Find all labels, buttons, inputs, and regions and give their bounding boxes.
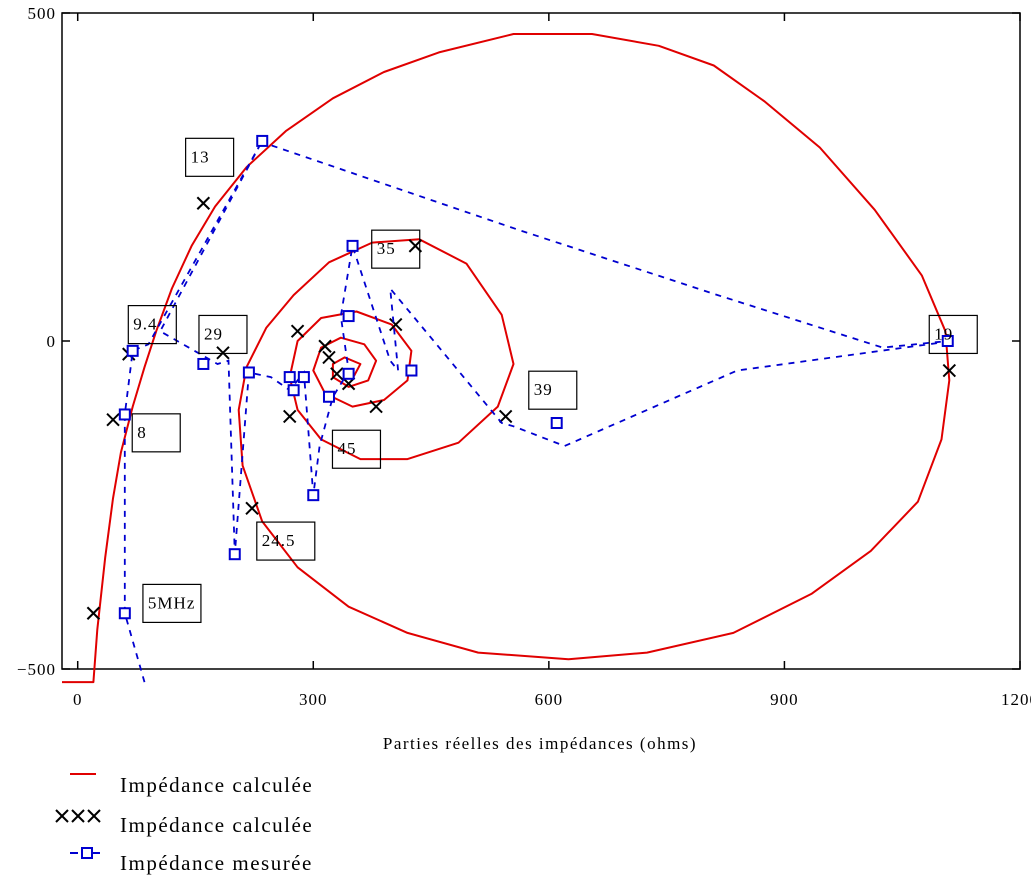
annotation-box (331, 429, 382, 469)
annotation-box (256, 521, 316, 561)
frequency-annotation: 35 (371, 229, 421, 269)
cross-stroke (245, 501, 259, 515)
legend-cross-stroke (71, 809, 85, 823)
cross-stroke (389, 317, 403, 332)
meas-impedance-marker (297, 371, 310, 384)
cross-stroke (318, 339, 332, 353)
frequency-annotation: 19 (928, 314, 978, 355)
cross-stroke (322, 350, 336, 365)
y-tick-label: 0 (47, 332, 57, 351)
meas-impedance-marker (228, 548, 241, 561)
legend: Impédance calculée Impédance calculée Im… (55, 773, 313, 875)
annotation-label: 29 (204, 324, 223, 343)
meas-impedance-marker (118, 607, 131, 620)
frequency-annotation: 13 (185, 137, 235, 177)
legend-meas-label: Impédance mesurée (120, 851, 313, 875)
y-tick-label: −500 (17, 660, 56, 679)
annotation-box (131, 413, 181, 453)
y-tick-label: 500 (28, 4, 57, 23)
x-axis-label: Parties réelles des impédances (ohms) (383, 734, 697, 753)
annotation-label: 5MHz (148, 593, 195, 612)
cross-stroke (216, 346, 230, 360)
x-tick-label: 900 (770, 690, 799, 709)
meas-impedance-marker (118, 408, 131, 421)
meas-impedance-marker (283, 371, 296, 384)
calc-impedance-cross (498, 409, 513, 424)
calc-impedance-cross (245, 501, 259, 515)
annotation-box (528, 370, 578, 410)
cross-stroke (86, 606, 101, 620)
cross-stroke (106, 413, 120, 427)
meas-impedance-marker (242, 366, 255, 379)
legend-cross-swatch (55, 809, 101, 823)
calc-impedance-cross (389, 317, 403, 332)
cross-stroke (283, 409, 297, 424)
meas-impedance-marker (197, 357, 210, 370)
calc-impedance-cross (216, 346, 230, 360)
calc-impedance-cross (196, 196, 211, 210)
annotation-box (198, 314, 248, 355)
annotation-box (185, 137, 235, 177)
legend-meas-swatch (70, 847, 100, 859)
meas-impedance-marker (256, 134, 269, 147)
calc-impedance-cross (322, 350, 336, 365)
x-tick-label: 600 (535, 690, 564, 709)
meas-impedance-marker (307, 489, 320, 502)
meas-impedance-marker (941, 335, 954, 347)
frequency-annotation: 9.4 (127, 305, 177, 345)
calc-impedance-cross (106, 413, 120, 427)
calc-impedance-cross (369, 399, 383, 414)
calc-impedance-cross (290, 324, 305, 338)
meas-impedance-marker (322, 390, 335, 403)
x-tick-label: 300 (299, 690, 328, 709)
meas-impedance-marker (126, 344, 139, 357)
frequency-annotation: 24.5 (256, 521, 316, 561)
x-tick-label: 1200 (1001, 690, 1031, 709)
meas-impedance-marker (287, 384, 300, 397)
frequency-annotation: 29 (198, 314, 248, 355)
x-tick-label: 0 (73, 690, 83, 709)
meas-impedance-marker (342, 367, 355, 380)
legend-cross-stroke (87, 809, 101, 823)
frequency-annotation: 45 (331, 429, 382, 469)
cross-stroke (498, 409, 513, 424)
meas-impedance-marker (346, 239, 359, 252)
annotation-box (142, 583, 202, 624)
frequency-annotation: 8 (131, 413, 181, 453)
calc-impedance-cross (318, 339, 332, 353)
annotation-label: 13 (191, 147, 210, 166)
cross-stroke (330, 367, 344, 381)
annotation-box (371, 229, 421, 269)
calc-impedance-cross (942, 363, 957, 378)
cross-stroke (290, 324, 305, 338)
legend-cross-label: Impédance calculée (120, 813, 313, 837)
annotation-label: 9.4 (133, 315, 157, 334)
cross-stroke (196, 196, 211, 210)
meas-impedance-line (123, 139, 949, 683)
calc-impedance-cross (283, 409, 297, 424)
frequency-annotation: 39 (528, 370, 578, 410)
calc-impedance-cross (330, 367, 344, 381)
cross-stroke (942, 363, 957, 378)
legend-calc-label: Impédance calculée (120, 773, 313, 797)
meas-impedance-marker (405, 364, 418, 377)
annotation-box (928, 314, 978, 355)
annotation-label: 8 (137, 423, 147, 442)
annotation-label: 39 (534, 380, 553, 399)
meas-impedance-marker (342, 310, 355, 323)
annotation-label: 35 (377, 239, 396, 258)
frequency-annotation: 5MHz (142, 583, 202, 624)
annotation-label: 45 (337, 439, 356, 458)
meas-impedance-marker (550, 417, 563, 429)
annotation-label: 24.5 (262, 531, 296, 550)
cross-stroke (369, 399, 383, 414)
legend-cross-stroke (55, 809, 69, 823)
calc-impedance-cross (86, 606, 101, 620)
annotation-label: 19 (934, 324, 953, 343)
annotation-box (127, 305, 177, 345)
